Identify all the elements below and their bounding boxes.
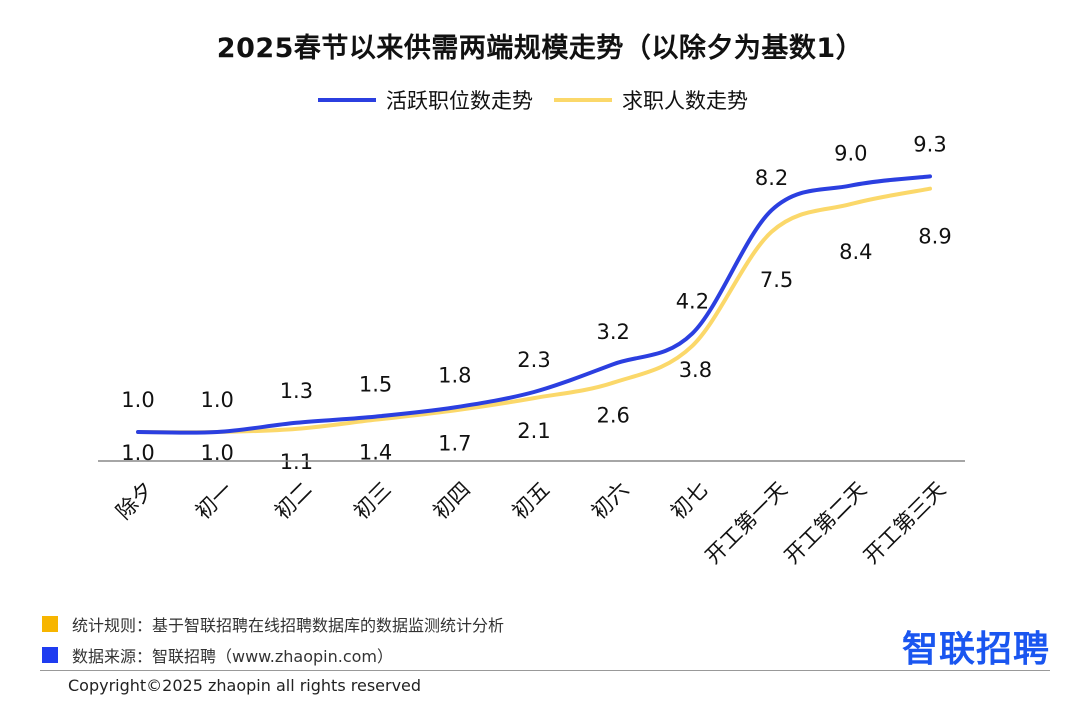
footer-divider [40,670,1050,671]
data-label-s1: 2.6 [596,404,629,428]
footnote-rule-marker [42,616,58,632]
chart-legend: 活跃职位数走势 求职人数走势 [318,89,748,113]
x-tick-label: 除夕 [112,477,159,524]
data-labels-layer: 1.0 1.0 1.3 1.5 1.82.33.24.28.29.0 9.31.0 1.0 1… [121,132,951,474]
data-label-s1: 2.1 [517,419,550,443]
data-label-s0: 9.0 [834,142,867,166]
x-tick-label: 开工第一天 [701,477,792,568]
x-tick-label: 初一 [191,477,238,524]
footnote-rule: 统计规则：基于智联招聘在线招聘数据库的数据监测统计分析 [42,612,504,636]
data-label-s0: 1.0 [121,388,154,412]
footnote-rule-text: 统计规则：基于智联招聘在线招聘数据库的数据监测统计分析 [72,616,505,635]
x-tick-label: 开工第三天 [859,477,950,568]
data-label-s1: 1.7 [438,431,471,455]
data-label-s0: 3.2 [596,320,629,344]
copyright-text: Copyright©2025 zhaopin all rights reserv… [68,676,422,695]
data-label-s0: 1.0 [200,388,233,412]
footnote-source-marker [42,647,58,663]
data-label-s0: 8.2 [755,166,788,190]
data-label-s0: 1.5 [359,373,392,397]
x-tick-label: 初三 [349,477,396,524]
data-label-s0: 9.3 [913,132,946,156]
data-label-s1: 3.8 [679,358,712,382]
brand-logo: 智联招聘 [902,629,1051,670]
chart-title: 2025春节以来供需两端规模走势（以除夕为基数1） [216,33,864,64]
legend-label-0: 活跃职位数走势 [386,89,533,113]
x-tick-label: 开工第二天 [780,477,871,568]
series-line-0 [136,174,932,435]
x-tick-label: 初六 [587,477,634,524]
data-label-s1: 1.1 [280,450,313,474]
legend-label-1: 求职人数走势 [622,89,748,113]
data-label-s1: 8.9 [918,225,951,249]
footnote-source: 数据来源：智联招聘（www.zhaopin.com） [42,643,393,667]
data-label-s0: 1.8 [438,363,471,387]
data-label-s0: 2.3 [517,348,550,372]
data-label-s0: 4.2 [676,289,709,313]
x-tick-label: 初七 [666,477,713,524]
data-label-s1: 7.5 [760,268,793,292]
x-tick-label: 初二 [270,477,317,524]
line-chart: 活跃职位数走势 求职人数走势 1.0 1.0 1.3 1.5 1.8 2.3 3.2 4.2 8.… [98,89,965,569]
data-label-s0: 1.3 [280,379,313,403]
x-tick-label: 初四 [428,477,475,524]
data-label-s1: 8.4 [839,240,872,264]
x-tick-label: 初五 [508,477,555,524]
series-line-1 [136,186,932,435]
footnote-source-text: 数据来源：智联招聘（www.zhaopin.com） [72,647,394,666]
series-layer [136,174,932,435]
